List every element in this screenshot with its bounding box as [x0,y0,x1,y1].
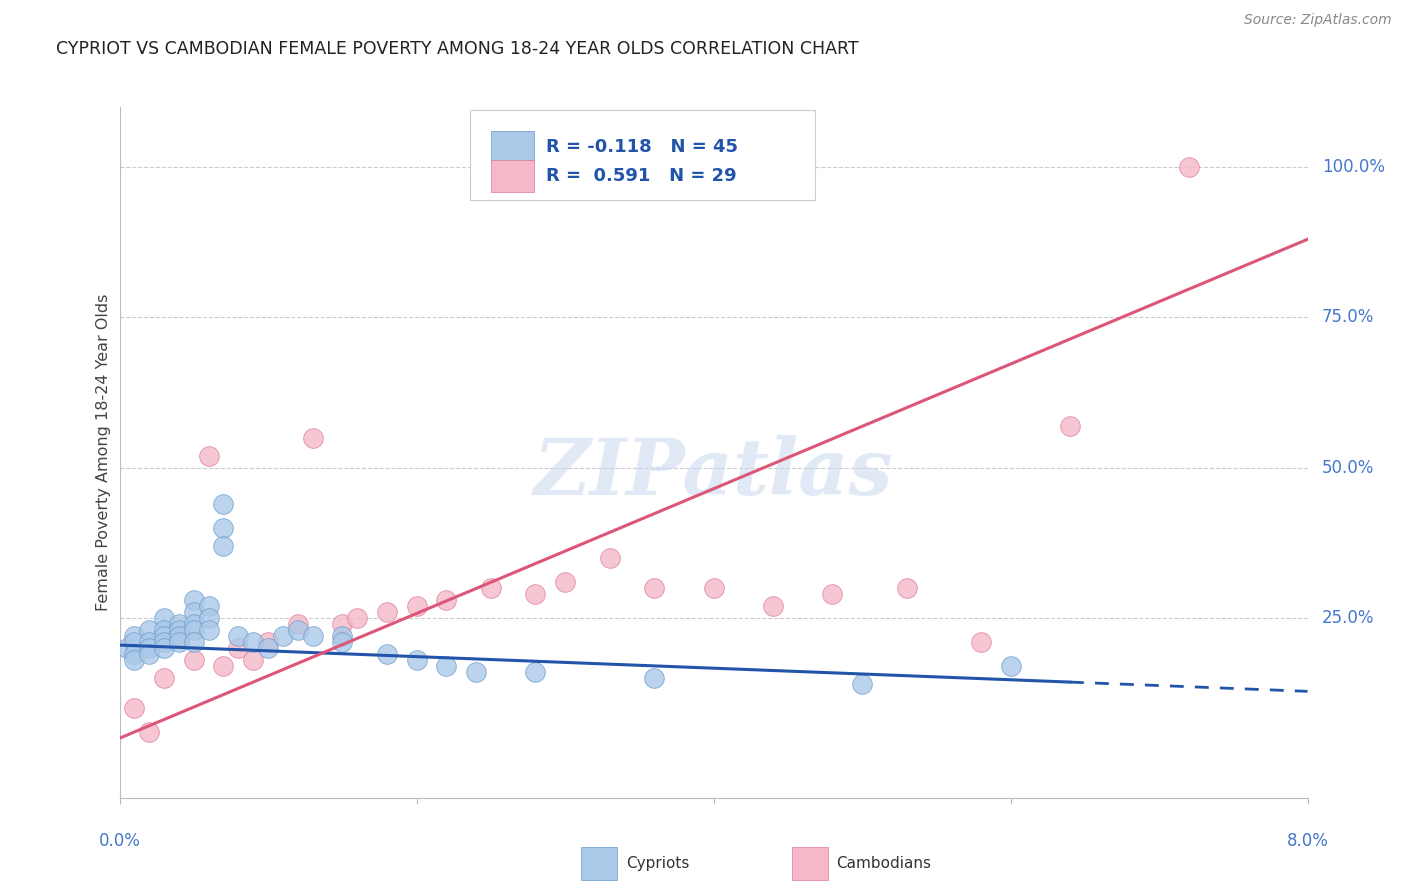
Point [405,653,427,667]
Text: 75.0%: 75.0% [1322,309,1374,326]
Point [330,629,353,643]
Point [167,629,190,643]
Point [153,611,176,625]
Text: 50.0%: 50.0% [1322,458,1374,476]
Point [554,574,576,589]
Point [643,671,665,685]
Point [479,581,502,595]
Point [1000,659,1022,673]
FancyBboxPatch shape [470,111,814,201]
Point [464,665,488,679]
Point [167,635,190,649]
Point [228,629,250,643]
Point [115,641,138,656]
Point [183,653,205,667]
Point [124,647,146,661]
Point [599,550,621,565]
Point [301,431,323,445]
Point [851,677,873,691]
FancyBboxPatch shape [491,161,534,192]
Point [821,587,844,601]
Text: Cypriots: Cypriots [626,856,689,871]
Point [138,725,160,739]
Text: 0.0%: 0.0% [98,831,141,849]
Point [197,599,219,613]
Point [287,617,309,632]
Point [197,623,219,637]
Point [257,635,280,649]
Point [896,581,918,595]
Text: ZIPatlas: ZIPatlas [534,435,893,512]
Point [124,635,146,649]
Point [167,623,190,637]
Point [643,581,665,595]
Point [405,599,427,613]
Point [970,635,993,649]
Point [301,629,323,643]
Text: 25.0%: 25.0% [1322,609,1374,627]
Point [271,629,294,643]
Point [124,653,146,667]
Point [138,635,160,649]
Point [138,641,160,656]
Point [257,641,280,656]
Point [346,611,368,625]
Point [197,449,219,463]
Point [702,581,725,595]
Point [153,671,176,685]
Text: 100.0%: 100.0% [1322,158,1385,176]
Point [153,641,176,656]
Point [138,647,160,661]
Point [434,593,457,607]
Point [167,617,190,632]
Point [124,701,146,715]
Point [524,665,547,679]
Point [183,623,205,637]
Text: CYPRIOT VS CAMBODIAN FEMALE POVERTY AMONG 18-24 YEAR OLDS CORRELATION CHART: CYPRIOT VS CAMBODIAN FEMALE POVERTY AMON… [56,40,859,58]
Text: 8.0%: 8.0% [1286,831,1329,849]
Point [762,599,785,613]
Point [524,587,547,601]
Point [153,635,176,649]
Point [228,641,250,656]
Point [183,593,205,607]
Point [330,617,353,632]
Point [197,611,219,625]
Point [1059,418,1081,433]
Point [183,605,205,619]
Point [1178,160,1201,174]
Point [138,623,160,637]
FancyBboxPatch shape [491,131,534,163]
Text: Source: ZipAtlas.com: Source: ZipAtlas.com [1244,13,1392,28]
Y-axis label: Female Poverty Among 18-24 Year Olds: Female Poverty Among 18-24 Year Olds [96,294,111,611]
Text: R =  0.591   N = 29: R = 0.591 N = 29 [546,167,737,186]
Point [375,647,398,661]
Point [183,635,205,649]
Point [375,605,398,619]
Point [212,659,235,673]
Point [153,629,176,643]
Point [287,623,309,637]
Point [242,635,264,649]
Text: Cambodians: Cambodians [837,856,932,871]
Point [330,635,353,649]
Point [242,653,264,667]
Point [212,521,235,535]
Point [434,659,457,673]
Point [212,497,235,511]
Point [183,617,205,632]
Point [153,623,176,637]
Point [212,539,235,553]
Point [124,629,146,643]
Point [167,629,190,643]
Text: R = -0.118   N = 45: R = -0.118 N = 45 [546,138,738,156]
